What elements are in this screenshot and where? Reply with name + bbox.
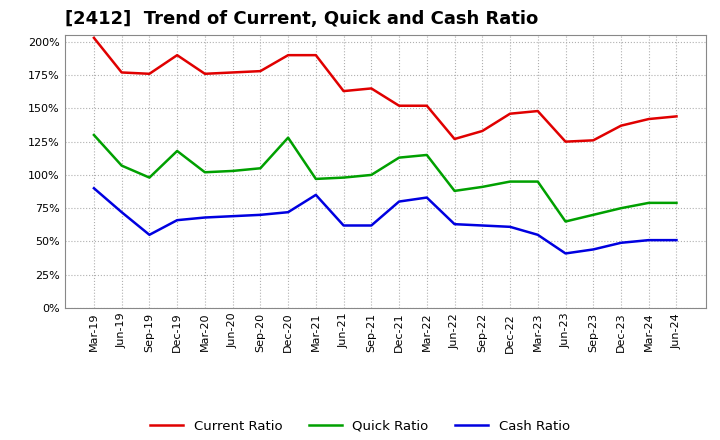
Current Ratio xyxy=(367,86,376,91)
Current Ratio xyxy=(228,70,237,75)
Quick Ratio xyxy=(478,184,487,190)
Cash Ratio xyxy=(173,217,181,223)
Current Ratio xyxy=(450,136,459,142)
Cash Ratio xyxy=(616,240,625,246)
Current Ratio xyxy=(89,35,98,40)
Cash Ratio xyxy=(672,238,681,243)
Legend: Current Ratio, Quick Ratio, Cash Ratio: Current Ratio, Quick Ratio, Cash Ratio xyxy=(145,414,575,438)
Current Ratio xyxy=(173,52,181,58)
Text: [2412]  Trend of Current, Quick and Cash Ratio: [2412] Trend of Current, Quick and Cash … xyxy=(65,10,538,28)
Cash Ratio xyxy=(256,212,265,217)
Quick Ratio xyxy=(561,219,570,224)
Current Ratio xyxy=(534,108,542,114)
Quick Ratio xyxy=(284,135,292,140)
Cash Ratio xyxy=(145,232,154,238)
Cash Ratio xyxy=(450,221,459,227)
Current Ratio xyxy=(145,71,154,77)
Cash Ratio xyxy=(312,192,320,198)
Current Ratio xyxy=(117,70,126,75)
Quick Ratio xyxy=(672,200,681,205)
Quick Ratio xyxy=(256,165,265,171)
Cash Ratio xyxy=(478,223,487,228)
Current Ratio xyxy=(644,117,653,122)
Quick Ratio xyxy=(145,175,154,180)
Current Ratio xyxy=(312,52,320,58)
Quick Ratio xyxy=(339,175,348,180)
Current Ratio xyxy=(505,111,514,116)
Quick Ratio xyxy=(201,170,210,175)
Current Ratio xyxy=(395,103,403,108)
Line: Cash Ratio: Cash Ratio xyxy=(94,188,677,253)
Current Ratio xyxy=(201,71,210,77)
Quick Ratio xyxy=(117,163,126,168)
Line: Quick Ratio: Quick Ratio xyxy=(94,135,677,221)
Quick Ratio xyxy=(450,188,459,194)
Quick Ratio xyxy=(89,132,98,138)
Quick Ratio xyxy=(589,212,598,217)
Current Ratio xyxy=(478,128,487,134)
Cash Ratio xyxy=(505,224,514,230)
Quick Ratio xyxy=(505,179,514,184)
Current Ratio xyxy=(672,114,681,119)
Quick Ratio xyxy=(312,176,320,182)
Quick Ratio xyxy=(367,172,376,178)
Cash Ratio xyxy=(367,223,376,228)
Cash Ratio xyxy=(423,195,431,200)
Cash Ratio xyxy=(561,251,570,256)
Quick Ratio xyxy=(173,148,181,154)
Cash Ratio xyxy=(89,186,98,191)
Quick Ratio xyxy=(228,168,237,173)
Cash Ratio xyxy=(117,209,126,215)
Cash Ratio xyxy=(339,223,348,228)
Current Ratio xyxy=(616,123,625,128)
Current Ratio xyxy=(589,138,598,143)
Current Ratio xyxy=(561,139,570,144)
Cash Ratio xyxy=(644,238,653,243)
Current Ratio xyxy=(284,52,292,58)
Cash Ratio xyxy=(228,213,237,219)
Quick Ratio xyxy=(534,179,542,184)
Current Ratio xyxy=(423,103,431,108)
Cash Ratio xyxy=(534,232,542,238)
Current Ratio xyxy=(339,88,348,94)
Line: Current Ratio: Current Ratio xyxy=(94,38,677,142)
Current Ratio xyxy=(256,69,265,74)
Cash Ratio xyxy=(284,209,292,215)
Quick Ratio xyxy=(616,205,625,211)
Cash Ratio xyxy=(395,199,403,204)
Quick Ratio xyxy=(644,200,653,205)
Cash Ratio xyxy=(201,215,210,220)
Quick Ratio xyxy=(395,155,403,160)
Cash Ratio xyxy=(589,247,598,252)
Quick Ratio xyxy=(423,152,431,158)
